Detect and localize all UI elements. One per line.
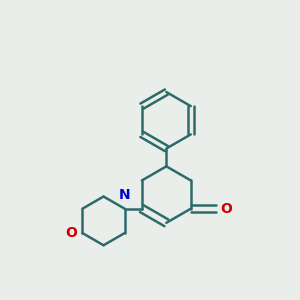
- Text: O: O: [220, 202, 232, 216]
- Text: N: N: [119, 188, 130, 202]
- Text: O: O: [65, 226, 77, 240]
